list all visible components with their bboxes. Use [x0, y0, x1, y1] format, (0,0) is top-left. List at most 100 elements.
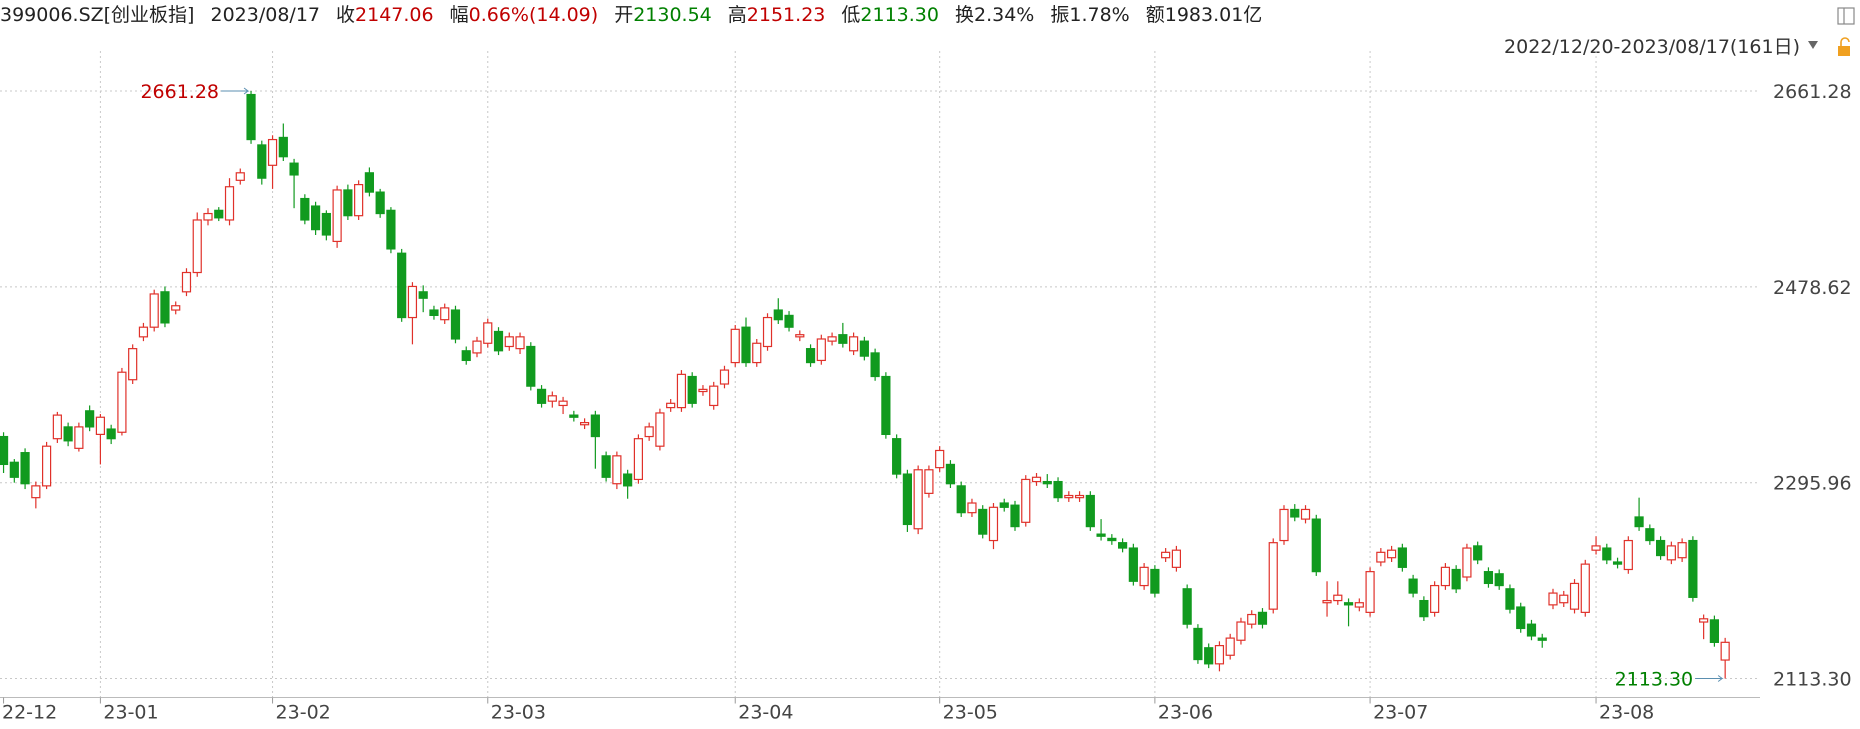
- y-tick-label: 2113.30: [1773, 669, 1852, 691]
- candle-body: [935, 449, 945, 469]
- candle-body: [827, 336, 837, 342]
- candle-body: [354, 183, 364, 217]
- quote-label: 低: [841, 4, 861, 26]
- candle-body: [1655, 539, 1666, 557]
- candle-body: [52, 414, 62, 440]
- candle-body: [1311, 518, 1321, 573]
- y-tick-label: 2478.62: [1773, 277, 1852, 299]
- candle-body: [967, 502, 977, 514]
- candle-body: [0, 435, 9, 466]
- candle-body: [1322, 599, 1332, 604]
- candle-body: [1117, 542, 1128, 549]
- x-tick-label: 22-12: [2, 702, 57, 724]
- quote-header: 399006.SZ[创业板指] 2023/08/17 收2147.06 幅0.66%(…: [0, 0, 1262, 30]
- period-dropdown[interactable]: [1808, 41, 1818, 49]
- candle-body: [1494, 573, 1504, 587]
- candle-body: [267, 138, 278, 166]
- candle-body: [1569, 582, 1580, 610]
- candle-body: [1376, 551, 1386, 563]
- candle-body: [20, 452, 30, 485]
- quote-value: 2113.30: [860, 4, 939, 26]
- candle-body: [171, 305, 181, 311]
- candle-body: [289, 162, 299, 176]
- candle-body: [418, 291, 428, 299]
- candle-body: [709, 385, 719, 407]
- candle-body: [1505, 588, 1515, 610]
- candle-body: [257, 144, 267, 179]
- candle-body: [1526, 623, 1537, 637]
- candle-body: [1010, 504, 1020, 528]
- candle-body: [1709, 619, 1720, 643]
- candle-body: [1300, 508, 1311, 520]
- candle-body: [1236, 621, 1246, 641]
- candle-body: [1182, 588, 1192, 625]
- date: 2023/08/17: [210, 4, 320, 26]
- lock-icon[interactable]: [1838, 46, 1850, 56]
- candle-body: [687, 375, 697, 404]
- x-tick-label: 23-01: [103, 702, 158, 724]
- candle-body: [9, 461, 19, 478]
- candle-body: [1268, 542, 1278, 610]
- candle-body: [1699, 618, 1709, 623]
- candle-body: [892, 438, 902, 475]
- candle-body: [192, 219, 202, 274]
- candle-body: [461, 350, 471, 362]
- candle-body: [1128, 547, 1138, 582]
- candle-body: [149, 293, 159, 328]
- candle-body: [321, 212, 331, 236]
- candle-body: [870, 352, 880, 378]
- candle-body: [1408, 578, 1418, 594]
- period-label[interactable]: 2022/12/20-2023/08/17(161日): [1504, 36, 1800, 58]
- quote-label: 收: [336, 4, 356, 26]
- candle-body: [138, 326, 149, 338]
- candle-body: [590, 414, 600, 438]
- candle-body: [612, 455, 622, 485]
- candle-body: [913, 469, 923, 530]
- candle-body: [1139, 566, 1149, 587]
- candle-body: [332, 189, 342, 243]
- candle-body: [515, 336, 525, 350]
- candle-body: [1645, 528, 1655, 542]
- candle-body: [805, 348, 816, 364]
- candle-body: [278, 136, 288, 158]
- candle-body: [493, 330, 504, 352]
- candle-body: [483, 322, 493, 344]
- candle-body: [504, 336, 514, 348]
- x-tick-label: 23-03: [491, 702, 546, 724]
- candle-body: [450, 309, 461, 340]
- quote-value: 0.66%(14.09): [468, 4, 599, 26]
- candle-body: [117, 371, 127, 433]
- quote-value: 1.78%: [1069, 4, 1130, 26]
- candle-body: [311, 205, 321, 231]
- candle-body: [655, 412, 665, 447]
- candle-body: [31, 485, 41, 499]
- candle-body: [1053, 480, 1063, 499]
- y-tick-label: 2661.28: [1773, 81, 1852, 103]
- candle-body: [1666, 545, 1676, 561]
- candle-body: [666, 402, 676, 409]
- quote-value: 2130.54: [633, 4, 712, 26]
- candle-body: [1473, 545, 1483, 561]
- candle-body: [1204, 647, 1214, 665]
- candle-body: [85, 410, 95, 428]
- candle-body: [784, 314, 794, 328]
- candle-body: [698, 388, 708, 393]
- candle-body: [160, 291, 170, 324]
- candle-body: [1150, 568, 1160, 594]
- candle-body: [848, 336, 859, 352]
- candle-body: [343, 189, 353, 217]
- candle-body: [1559, 594, 1569, 604]
- candle-body: [988, 506, 999, 542]
- candle-body: [601, 455, 611, 478]
- candle-body: [386, 209, 396, 250]
- layout-icon[interactable]: [1837, 7, 1855, 25]
- candle-body: [1107, 537, 1117, 542]
- x-tick-label: 23-07: [1373, 702, 1428, 724]
- quote-label: 振: [1050, 4, 1070, 26]
- candle-body: [1419, 599, 1429, 618]
- candle-body: [978, 508, 988, 535]
- candle-body: [1483, 571, 1494, 585]
- candle-body: [902, 473, 913, 526]
- candle-body: [1064, 494, 1074, 499]
